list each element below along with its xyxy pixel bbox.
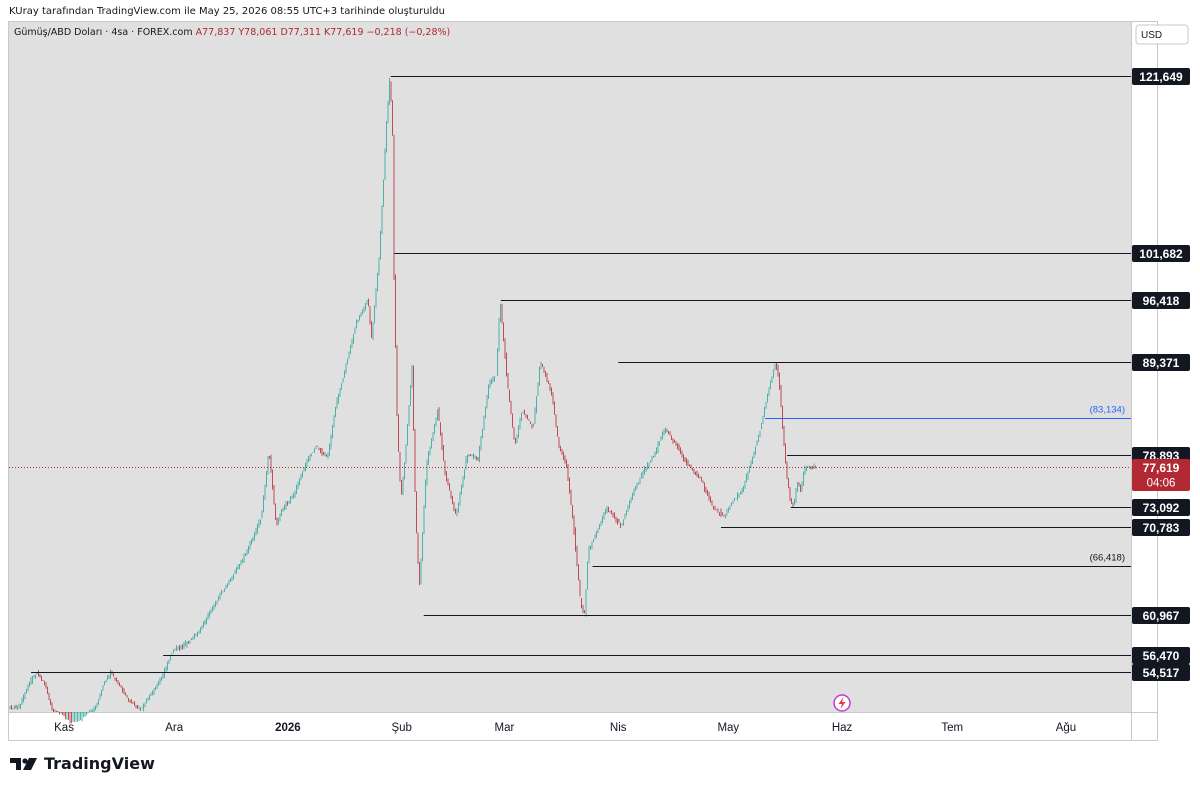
lightning-icon[interactable] <box>833 694 851 712</box>
ohlc-values: A77,837 Y78,061 D77,311 K77,619 −0,218 (… <box>195 27 451 38</box>
level-tag <box>1132 519 1190 536</box>
x-tick-label: Haz <box>832 722 853 734</box>
level-tag <box>1132 499 1190 516</box>
level-tag-label: 70,783 <box>1143 521 1180 535</box>
level-tag-label: 54,517 <box>1143 666 1180 680</box>
level-tag-label: 121,649 <box>1139 70 1183 84</box>
x-tick-label: Ağu <box>1056 722 1076 734</box>
level-tag <box>1132 245 1190 262</box>
level-tag <box>1132 664 1190 681</box>
level-tag-label: 101,682 <box>1139 247 1183 261</box>
countdown-label: 04:06 <box>1147 478 1176 490</box>
level-tag-label: 56,470 <box>1143 649 1180 663</box>
plot-background <box>9 22 1131 712</box>
level-tag-label: 89,371 <box>1143 356 1180 370</box>
level-tag <box>1132 292 1190 309</box>
level-tag-label: 60,967 <box>1143 609 1180 623</box>
level-tag-label: 73,092 <box>1143 501 1180 515</box>
level-tag <box>1132 607 1190 624</box>
symbol-legend[interactable]: Gümüş/ABD Doları · 4sa · FOREX.com A77,8… <box>14 27 450 38</box>
level-tag <box>1132 647 1190 664</box>
x-tick-label: Kas <box>54 722 74 734</box>
symbol-name: Gümüş/ABD Doları · 4sa · FOREX.com <box>14 27 193 38</box>
level-tag <box>1132 68 1190 85</box>
footer-brand[interactable]: TradingView <box>10 754 155 773</box>
currency-button-label: USD <box>1141 30 1162 41</box>
last-price-tag <box>1132 459 1190 491</box>
x-tick-label: Şub <box>391 722 411 734</box>
brand-name: TradingView <box>44 754 155 773</box>
tradingview-logo-icon <box>10 757 37 770</box>
x-tick-label: Nis <box>610 722 627 734</box>
level-note: (83,134) <box>1090 405 1125 416</box>
x-tick-label: Ara <box>165 722 184 734</box>
x-tick-label: 2026 <box>275 722 301 734</box>
chart-frame <box>8 21 1158 741</box>
level-tag <box>1132 354 1190 371</box>
x-tick-label: Tem <box>941 722 963 734</box>
x-tick-label: May <box>717 722 739 734</box>
level-tag-label: 96,418 <box>1143 294 1180 308</box>
x-tick-label: Mar <box>495 722 515 734</box>
chart-attribution: KUray tarafından TradingView.com ile May… <box>9 6 445 17</box>
currency-button[interactable] <box>1135 24 1189 45</box>
last-price-label: 77,619 <box>1143 461 1180 475</box>
level-note: (66,418) <box>1090 553 1125 564</box>
